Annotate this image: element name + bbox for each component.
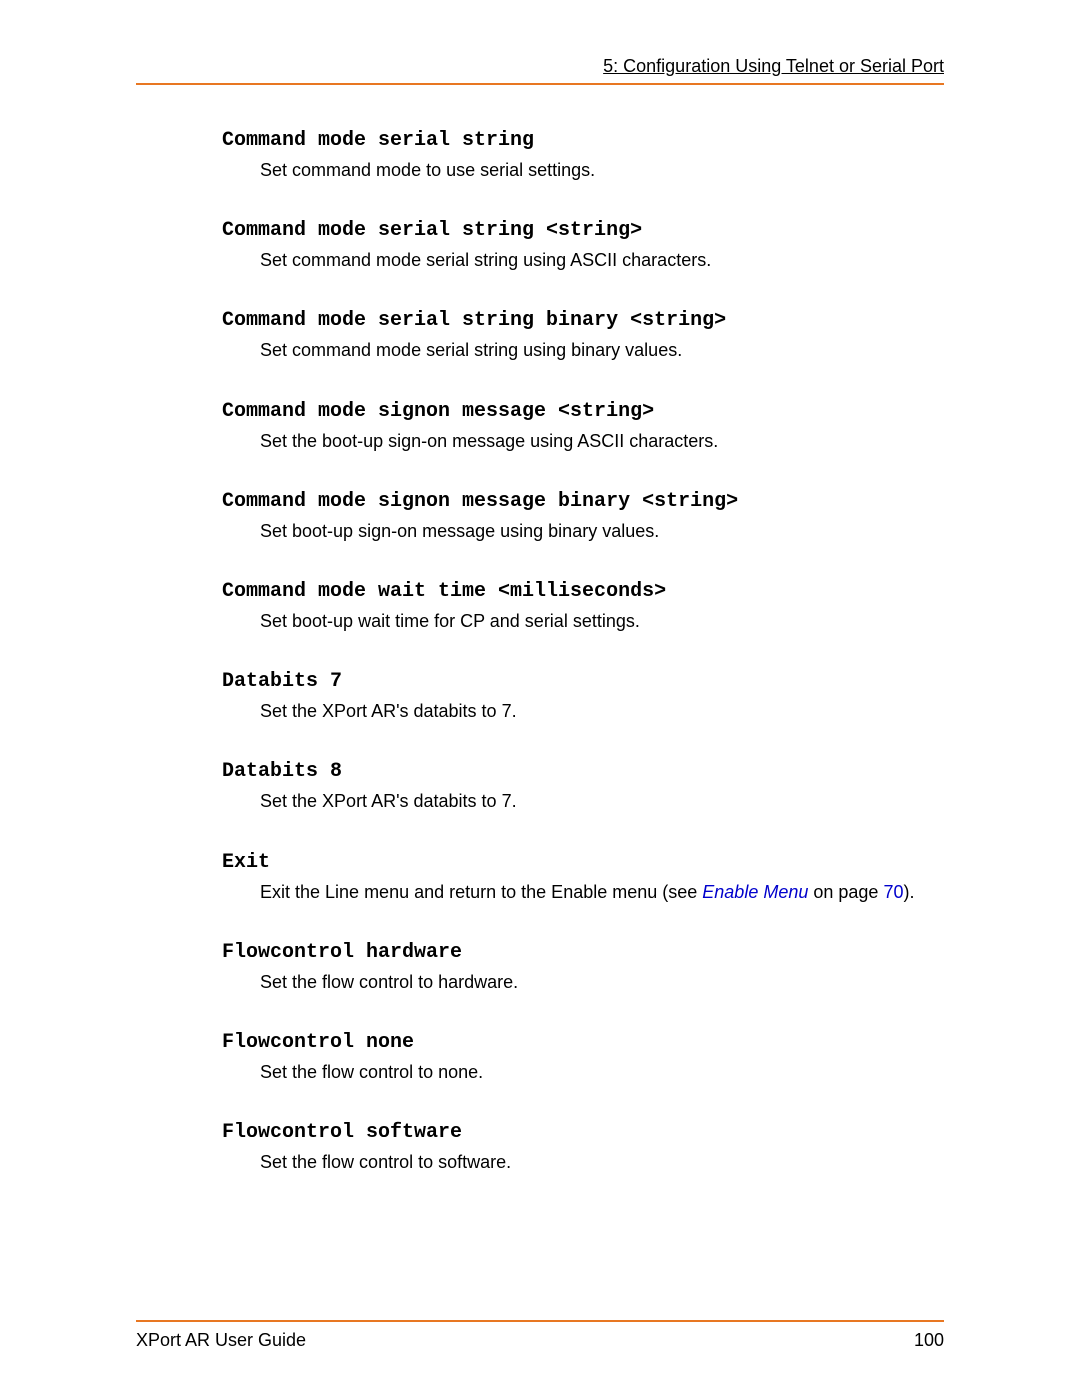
desc-text: on page — [808, 882, 883, 902]
command-section: Command mode serial string binary <strin… — [222, 309, 944, 363]
command-section: Command mode wait time <milliseconds> Se… — [222, 580, 944, 634]
command-section: Exit Exit the Line menu and return to th… — [222, 851, 944, 905]
command-title: Command mode wait time <milliseconds> — [222, 580, 944, 603]
command-section: Databits 7 Set the XPort AR's databits t… — [222, 670, 944, 724]
footer-guide-name: XPort AR User Guide — [136, 1330, 306, 1351]
command-title: Flowcontrol none — [222, 1031, 944, 1054]
enable-menu-link[interactable]: Enable Menu — [702, 882, 808, 902]
chapter-title: 5: Configuration Using Telnet or Serial … — [603, 56, 944, 76]
command-description: Set the flow control to hardware. — [222, 970, 944, 995]
command-section: Flowcontrol hardware Set the flow contro… — [222, 941, 944, 995]
document-page: 5: Configuration Using Telnet or Serial … — [0, 0, 1080, 1175]
command-description: Set the XPort AR's databits to 7. — [222, 699, 944, 724]
page-link[interactable]: 70 — [883, 882, 903, 902]
command-title: Command mode serial string binary <strin… — [222, 309, 944, 332]
command-title: Exit — [222, 851, 944, 874]
command-title: Databits 8 — [222, 760, 944, 783]
command-description: Set the boot-up sign-on message using AS… — [222, 429, 944, 454]
command-description: Set command mode to use serial settings. — [222, 158, 944, 183]
command-section: Command mode serial string <string> Set … — [222, 219, 944, 273]
command-description: Set the XPort AR's databits to 7. — [222, 789, 944, 814]
command-section: Flowcontrol software Set the flow contro… — [222, 1121, 944, 1175]
command-section: Databits 8 Set the XPort AR's databits t… — [222, 760, 944, 814]
command-description: Set command mode serial string using bin… — [222, 338, 944, 363]
command-section: Flowcontrol none Set the flow control to… — [222, 1031, 944, 1085]
command-title: Command mode serial string <string> — [222, 219, 944, 242]
command-description: Set boot-up wait time for CP and serial … — [222, 609, 944, 634]
command-section: Command mode serial string Set command m… — [222, 129, 944, 183]
command-description: Set boot-up sign-on message using binary… — [222, 519, 944, 544]
command-title: Databits 7 — [222, 670, 944, 693]
command-description: Set command mode serial string using ASC… — [222, 248, 944, 273]
page-footer: XPort AR User Guide 100 — [136, 1320, 944, 1351]
command-title: Flowcontrol software — [222, 1121, 944, 1144]
command-section: Command mode signon message <string> Set… — [222, 400, 944, 454]
command-title: Command mode serial string — [222, 129, 944, 152]
desc-text: ). — [903, 882, 914, 902]
desc-text: Exit the Line menu and return to the Ena… — [260, 882, 702, 902]
footer-page-number: 100 — [914, 1330, 944, 1351]
command-description: Set the flow control to none. — [222, 1060, 944, 1085]
command-title: Flowcontrol hardware — [222, 941, 944, 964]
command-title: Command mode signon message binary <stri… — [222, 490, 944, 513]
content-area: Command mode serial string Set command m… — [136, 85, 944, 1175]
command-section: Command mode signon message binary <stri… — [222, 490, 944, 544]
page-header: 5: Configuration Using Telnet or Serial … — [136, 56, 944, 85]
command-description: Set the flow control to software. — [222, 1150, 944, 1175]
command-title: Command mode signon message <string> — [222, 400, 944, 423]
command-description: Exit the Line menu and return to the Ena… — [222, 880, 944, 905]
